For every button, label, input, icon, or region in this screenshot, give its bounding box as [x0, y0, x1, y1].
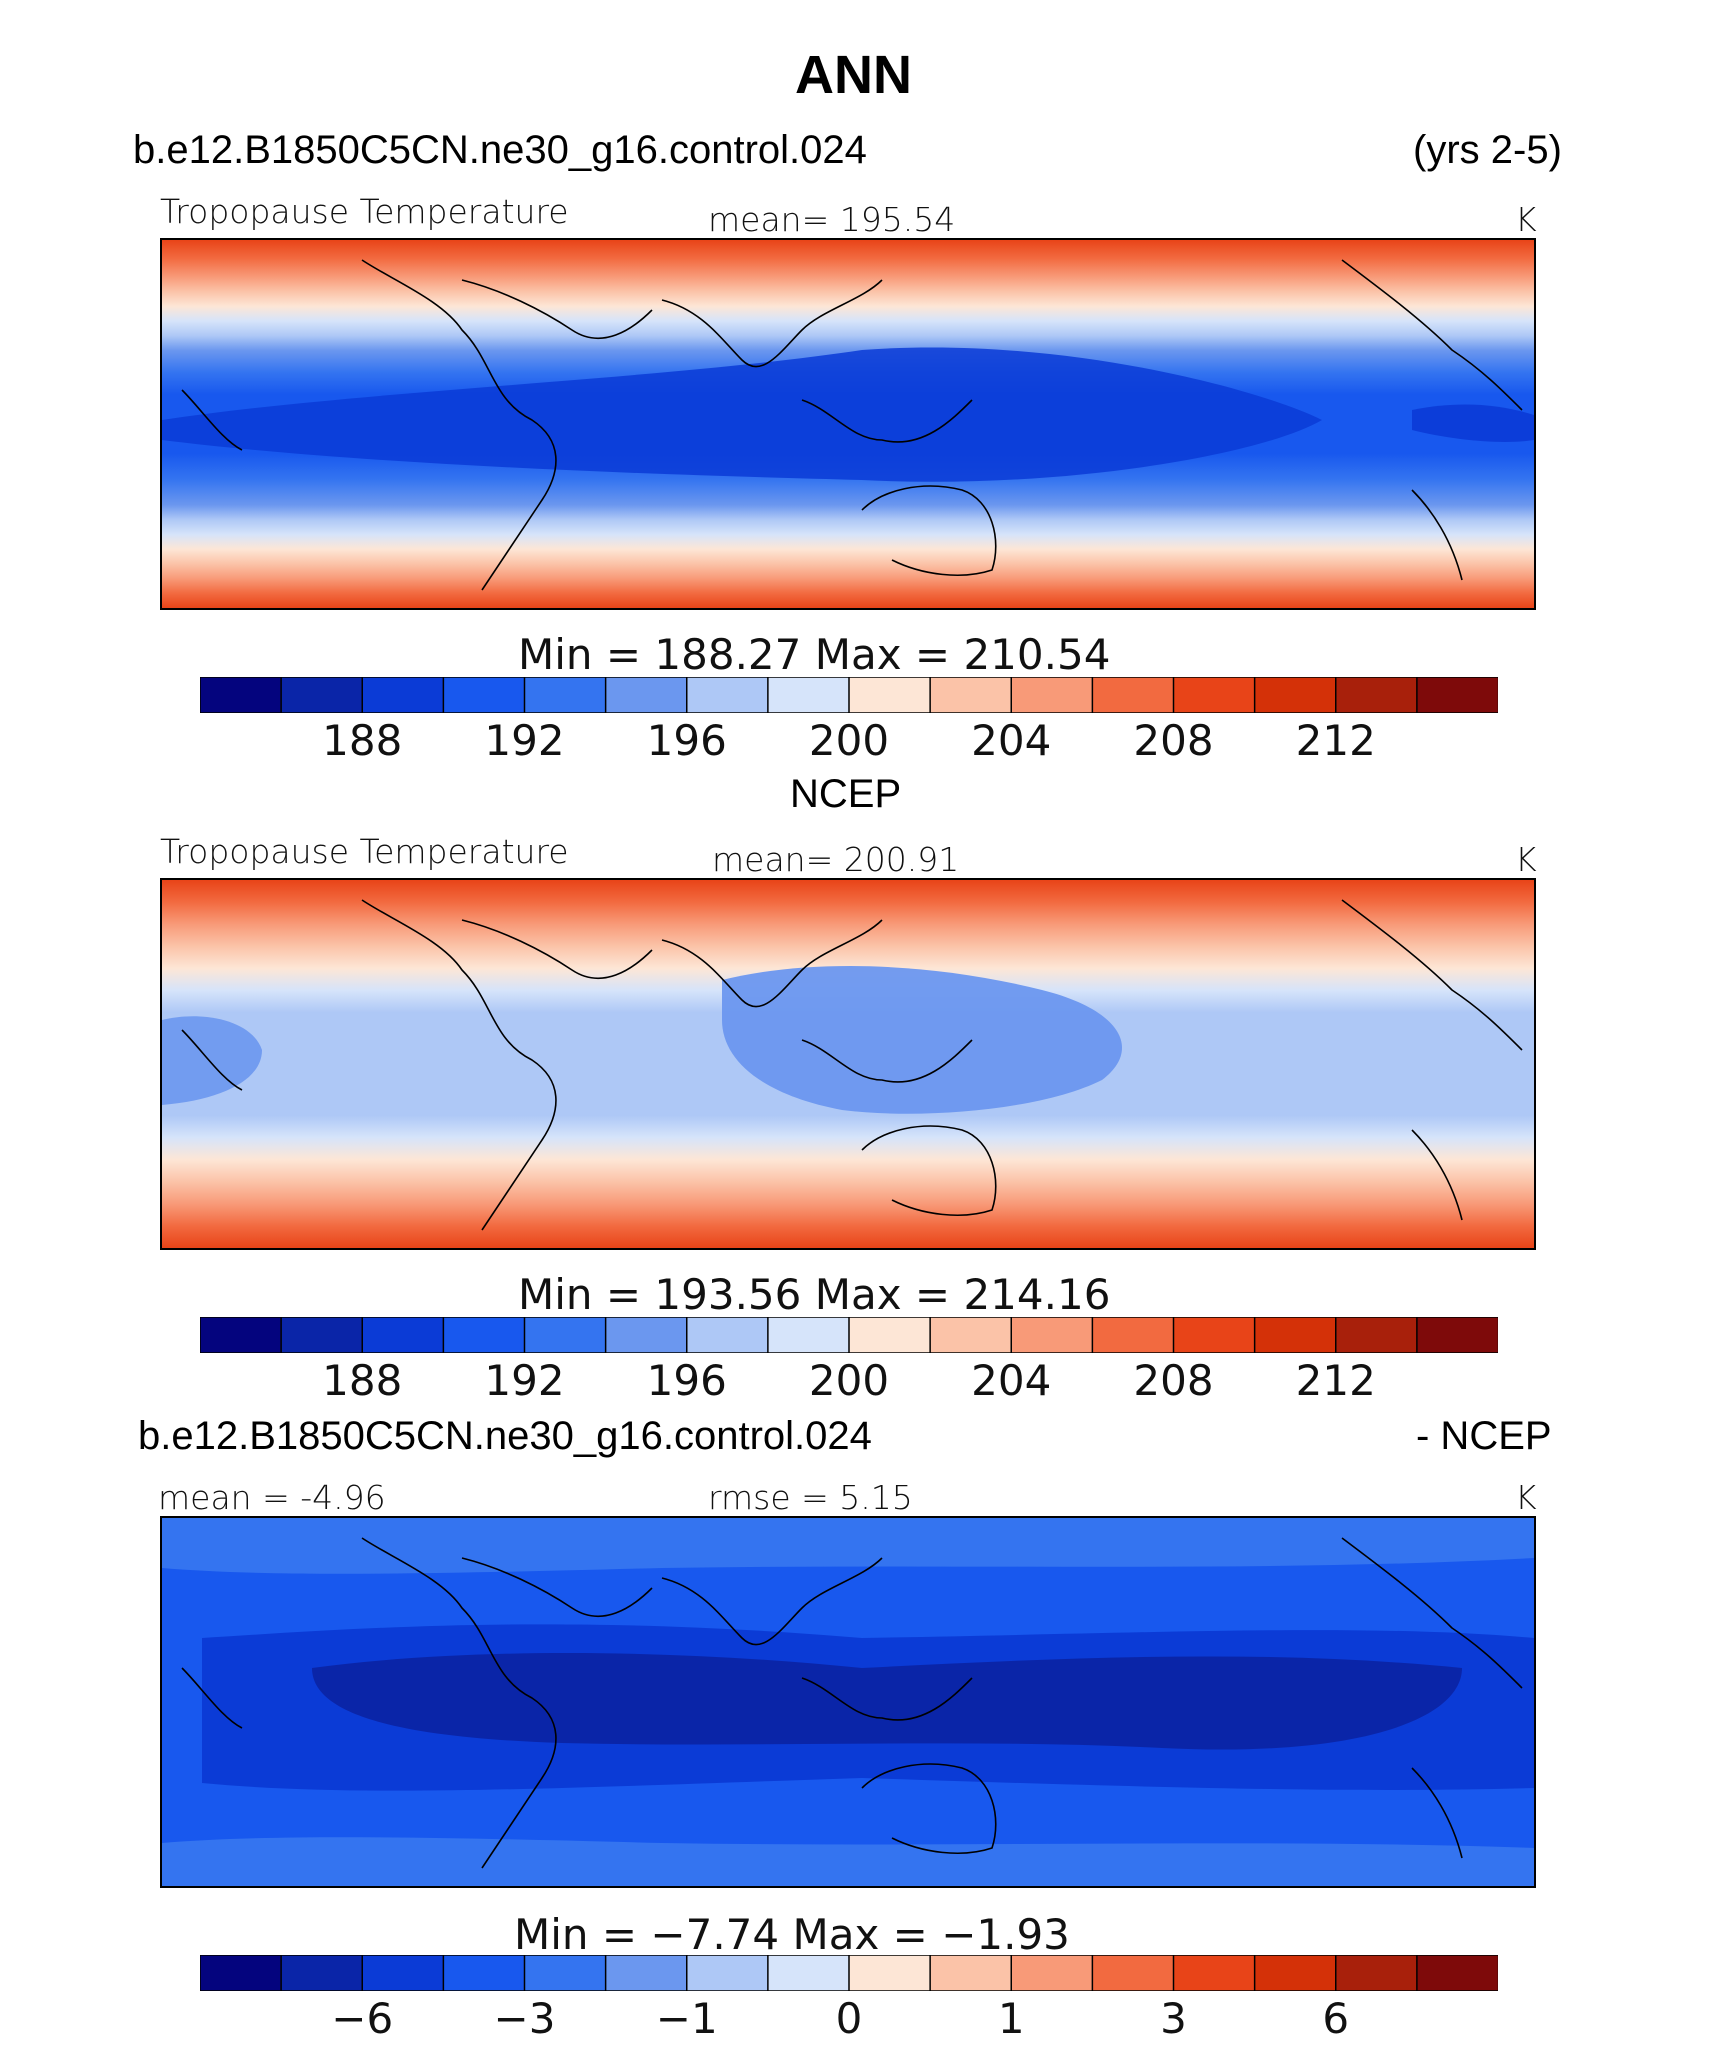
- panel2-colorbar-box: [523, 1317, 607, 1353]
- panel3-colorbar-tick-label: −3: [493, 1994, 556, 2043]
- panel3-colorbar-box: [686, 1955, 770, 1991]
- panel1-colorbar-box: [200, 677, 283, 713]
- panel2-colorbar-tick-label: 208: [1133, 1356, 1214, 1405]
- panel2-colorbar-box: [280, 1317, 364, 1353]
- panel2-variable-label: Tropopause Temperature: [160, 832, 569, 871]
- panel3-mean-label: mean = -4.96: [158, 1478, 386, 1517]
- panel3-colorbar-box: [1091, 1955, 1175, 1991]
- panel1-mean-label: mean= 195.54: [708, 200, 956, 239]
- panel2-colorbar-box: [442, 1317, 526, 1353]
- panel2-colorbar-box: [1091, 1317, 1175, 1353]
- panel2-mean-label: mean= 200.91: [712, 840, 960, 879]
- panel3-colorbar-box: [442, 1955, 526, 1991]
- panel2-colorbar-box: [1172, 1317, 1256, 1353]
- panel1-colorbar-box: [848, 677, 932, 713]
- panel3-colorbar-box: [361, 1955, 445, 1991]
- panel1-colorbar-box: [1172, 677, 1256, 713]
- panel1-colorbar-box: [767, 677, 851, 713]
- panel1-minmax: Min = 188.27 Max = 210.54: [518, 630, 1111, 679]
- panel2-colorbar-box: [604, 1317, 689, 1353]
- panel1-colorbar-box: [1253, 677, 1338, 713]
- panel3-suffix: - NCEP: [1416, 1414, 1552, 1458]
- panel3-colorbar-ticks: −6 −3 −1 0 1 3 6: [200, 1994, 1498, 2046]
- panel1-colorbar-box: [361, 677, 445, 713]
- panel3-map: [160, 1516, 1536, 1888]
- panel3-colorbar-box: [848, 1955, 932, 1991]
- panel3-colorbar-tick-label: 0: [835, 1994, 863, 2043]
- panel1-colorbar-ticks: 188 192 196 200 204 208 212: [200, 716, 1498, 768]
- panel1-years: (yrs 2-5): [1413, 128, 1562, 172]
- panel3-colorbar-box: [523, 1955, 607, 1991]
- panel3-units: K: [1515, 1478, 1537, 1517]
- panel1-colorbar-box: [280, 677, 364, 713]
- panel2-header: NCEP: [790, 772, 902, 816]
- panel2-colorbar-box: [1335, 1317, 1419, 1353]
- panel3-minmax: Min = −7.74 Max = −1.93: [514, 1910, 1070, 1959]
- panel2-colorbar-box: [767, 1317, 851, 1353]
- panel1-colorbar-box: [686, 677, 770, 713]
- panel3-colorbar-box: [1253, 1955, 1338, 1991]
- panel3-colorbar-box: [929, 1955, 1013, 1991]
- panel1-colorbar-box: [1091, 677, 1175, 713]
- panel3-colorbar-tick-label: −1: [655, 1994, 718, 2043]
- panel1-colorbar-tick-label: 192: [484, 716, 565, 765]
- panel3-colorbar: [200, 1955, 1498, 1991]
- panel1-case-name: b.e12.B1850C5CN.ne30_g16.control.024: [133, 128, 867, 172]
- panel1-colorbar-tick-label: 196: [646, 716, 727, 765]
- panel2-map: [160, 878, 1536, 1250]
- panel3-case-name: b.e12.B1850C5CN.ne30_g16.control.024: [138, 1414, 872, 1458]
- panel2-colorbar-tick-label: 196: [646, 1356, 727, 1405]
- panel2-colorbar-tick-label: 192: [484, 1356, 565, 1405]
- panel2-colorbar-tick-label: 204: [971, 1356, 1052, 1405]
- panel2-colorbar-box: [1416, 1317, 1498, 1353]
- panel3-colorbar-box: [1416, 1955, 1498, 1991]
- panel3-colorbar-box: [604, 1955, 689, 1991]
- panel1-colorbar-box: [1416, 677, 1498, 713]
- panel3-colorbar-box: [1010, 1955, 1094, 1991]
- panel1-map: [160, 238, 1536, 610]
- panel2-units: K: [1515, 840, 1537, 879]
- panel3-colorbar-tick-label: 1: [997, 1994, 1025, 2043]
- panel1-colorbar-box: [604, 677, 689, 713]
- panel2-colorbar-tick-label: 200: [808, 1356, 890, 1405]
- panel2-colorbar-ticks: 188 192 196 200 204 208 212: [200, 1356, 1498, 1408]
- panel2-colorbar-box: [1010, 1317, 1094, 1353]
- panel1-colorbar-box: [929, 677, 1013, 713]
- panel1-units: K: [1515, 200, 1537, 239]
- panel1-contour-field: [162, 240, 1534, 608]
- panel3-colorbar-box: [200, 1955, 283, 1991]
- panel1-colorbar-tick-label: 208: [1133, 716, 1214, 765]
- panel1-colorbar: [200, 677, 1498, 713]
- figure-title: ANN: [795, 45, 912, 105]
- panel2-colorbar-box: [200, 1317, 283, 1353]
- panel1-colorbar-box: [1335, 677, 1419, 713]
- panel2-minmax: Min = 193.56 Max = 214.16: [518, 1270, 1111, 1319]
- panel1-colorbar-box: [1010, 677, 1094, 713]
- panel3-colorbar-tick-label: 6: [1322, 1994, 1350, 2043]
- panel3-colorbar-box: [767, 1955, 851, 1991]
- panel2-colorbar-box: [686, 1317, 770, 1353]
- panel2-colorbar-box: [929, 1317, 1013, 1353]
- panel2-colorbar-tick-label: 212: [1295, 1356, 1376, 1405]
- panel1-colorbar-tick-label: 212: [1295, 716, 1376, 765]
- panel3-colorbar-box: [280, 1955, 364, 1991]
- panel1-colorbar-box: [523, 677, 607, 713]
- panel1-variable-label: Tropopause Temperature: [160, 192, 569, 231]
- panel1-colorbar-tick-label: 200: [808, 716, 890, 765]
- panel2-colorbar: [200, 1317, 1498, 1353]
- panel2-colorbar-tick-label: 188: [322, 1356, 403, 1405]
- panel2-colorbar-box: [848, 1317, 932, 1353]
- panel1-colorbar-tick-label: 188: [322, 716, 403, 765]
- panel3-colorbar-box: [1335, 1955, 1419, 1991]
- panel3-contour-field: [162, 1518, 1534, 1886]
- panel1-colorbar-tick-label: 204: [971, 716, 1052, 765]
- panel3-colorbar-box: [1172, 1955, 1256, 1991]
- panel3-colorbar-tick-label: 3: [1160, 1994, 1187, 2043]
- panel1-colorbar-box: [442, 677, 526, 713]
- panel3-rmse-label: rmse = 5.15: [708, 1478, 913, 1517]
- panel2-colorbar-box: [1253, 1317, 1338, 1353]
- panel2-colorbar-box: [361, 1317, 445, 1353]
- panel3-colorbar-tick-label: −6: [331, 1994, 394, 2043]
- panel2-contour-field: [162, 880, 1534, 1248]
